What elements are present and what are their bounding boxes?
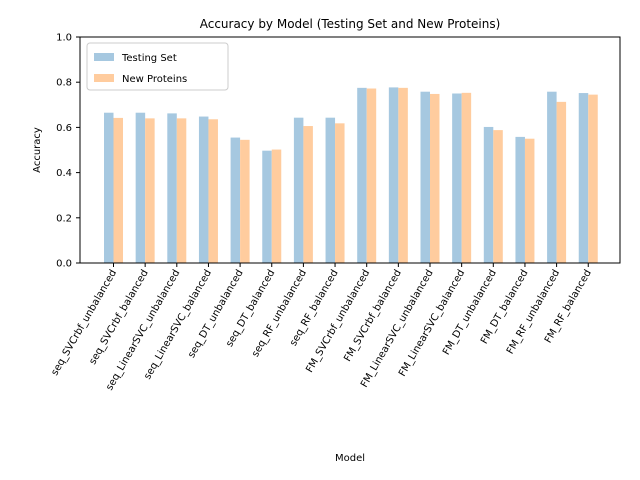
legend-label-testing-set: Testing Set bbox=[121, 53, 177, 64]
bar-testing-set-seq-linearsvc-unbalanced bbox=[167, 113, 177, 263]
bar-new-proteins-seq-rf-balanced bbox=[335, 123, 345, 263]
bar-testing-set-fm-dt-balanced bbox=[515, 136, 525, 263]
bar-new-proteins-fm-linearsvc-unbalanced bbox=[430, 93, 440, 264]
bar-testing-set-seq-linearsvc-balanced bbox=[198, 116, 209, 263]
x-tick-label: FM_SVCrbf_unbalanced bbox=[304, 268, 372, 375]
bar-new-proteins-fm-linearsvc-balanced bbox=[461, 92, 472, 264]
legend-label-new-proteins: New Proteins bbox=[122, 74, 187, 85]
bar-new-proteins-seq-svcrbf-balanced bbox=[145, 118, 155, 263]
bar-testing-set-seq-dt-unbalanced bbox=[230, 137, 241, 263]
bar-testing-set-fm-linearsvc-balanced bbox=[452, 93, 462, 263]
bar-testing-set-fm-dt-unbalanced bbox=[483, 126, 494, 263]
plot-frame bbox=[79, 36, 621, 264]
bar-new-proteins-seq-dt-balanced bbox=[271, 149, 282, 263]
y-tick-label: 1.0 bbox=[56, 33, 72, 44]
legend-swatch-testing-set bbox=[94, 53, 114, 61]
bar-new-proteins-fm-dt-unbalanced bbox=[493, 130, 503, 263]
bar-new-proteins-seq-linearsvc-unbalanced bbox=[176, 118, 187, 263]
x-tick-label: FM_SVCrbf_balanced bbox=[342, 268, 404, 364]
bar-testing-set-seq-dt-balanced bbox=[262, 150, 272, 263]
y-tick-label: 0.6 bbox=[56, 123, 72, 134]
bar-new-proteins-seq-dt-unbalanced bbox=[240, 139, 250, 263]
y-tick-label: 0.0 bbox=[56, 259, 72, 270]
bar-testing-set-fm-rf-unbalanced bbox=[547, 91, 557, 263]
legend-swatch-new-proteins bbox=[94, 74, 114, 82]
bar-new-proteins-seq-svcrbf-unbalanced bbox=[113, 117, 123, 264]
bar-new-proteins-fm-rf-unbalanced bbox=[556, 101, 567, 263]
bar-new-proteins-fm-rf-balanced bbox=[588, 94, 598, 263]
y-tick-label: 0.4 bbox=[56, 168, 72, 179]
y-axis-label: Accuracy bbox=[32, 127, 43, 173]
bar-testing-set-fm-svcrbf-unbalanced bbox=[357, 87, 367, 263]
chart-title: Accuracy by Model (Testing Set and New P… bbox=[200, 17, 501, 31]
x-tick-label: seq_SVCrbf_balanced bbox=[87, 268, 150, 367]
legend-box bbox=[86, 42, 229, 91]
bar-testing-set-seq-svcrbf-unbalanced bbox=[104, 112, 114, 264]
legend: Testing Set New Proteins bbox=[86, 42, 229, 91]
y-tick-label: 0.2 bbox=[56, 213, 72, 224]
bar-testing-set-seq-rf-unbalanced bbox=[293, 117, 304, 263]
bar-testing-set-fm-linearsvc-unbalanced bbox=[420, 91, 430, 263]
bar-testing-set-fm-svcrbf-balanced bbox=[388, 87, 399, 263]
bar-testing-set-seq-rf-balanced bbox=[325, 117, 336, 263]
y-tick-label: 0.8 bbox=[56, 78, 72, 89]
bar-new-proteins-fm-dt-balanced bbox=[524, 138, 535, 263]
bar-new-proteins-fm-svcrbf-unbalanced bbox=[366, 88, 377, 263]
bar-new-proteins-seq-rf-unbalanced bbox=[303, 126, 313, 263]
bar-testing-set-fm-rf-balanced bbox=[578, 93, 589, 263]
x-tick-label: seq_DT_unbalanced bbox=[186, 268, 245, 360]
bar-new-proteins-fm-svcrbf-balanced bbox=[398, 87, 408, 263]
bar-testing-set-seq-svcrbf-balanced bbox=[135, 112, 146, 264]
bar-new-proteins-seq-linearsvc-balanced bbox=[208, 119, 218, 263]
x-axis-label: Model bbox=[335, 453, 365, 464]
